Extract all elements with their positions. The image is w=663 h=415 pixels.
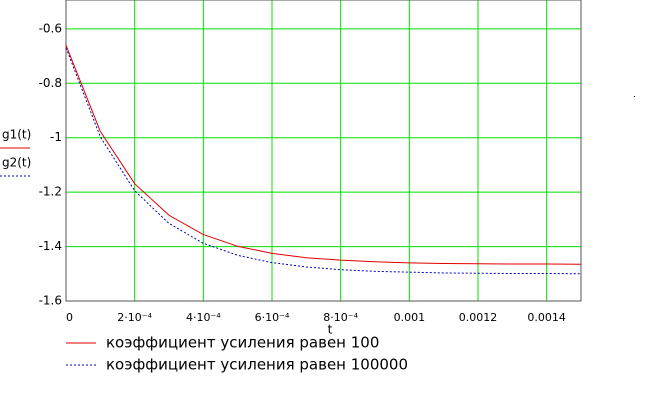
y-tick-label: -1.4 — [39, 239, 62, 253]
x-tick-label: 2·10⁻⁴ — [117, 311, 152, 324]
x-tick-label: 0.001 — [394, 311, 426, 324]
x-tick-label: 6·10⁻⁴ — [255, 311, 290, 324]
x-tick-label: 0.0012 — [459, 311, 498, 324]
y-tick-label: -0.6 — [39, 21, 62, 35]
x-tick-label: 0 — [66, 311, 73, 324]
x-tick-label: 4·10⁻⁴ — [186, 311, 221, 324]
y-tick-label: -1.6 — [39, 294, 62, 308]
series-line — [65, 47, 582, 275]
legend-label: коэффициент усиления равен 100 — [106, 334, 379, 352]
dot — [634, 96, 635, 97]
y-axis-series-label: g1(t) — [2, 128, 31, 142]
y-tick-label: -0.8 — [39, 76, 62, 90]
y-axis-series-label: g2(t) — [2, 156, 31, 170]
y-tick-label: -1.2 — [39, 185, 62, 199]
x-tick-label: 0.0014 — [527, 311, 566, 324]
y-tick-label: -1 — [50, 130, 62, 144]
legend-label: коэффициент усиления равен 100000 — [106, 356, 408, 374]
x-axis-label: t — [328, 323, 333, 337]
plot-frame — [65, 0, 582, 302]
x-tick-label: 8·10⁻⁴ — [323, 311, 358, 324]
series-line — [65, 44, 582, 265]
